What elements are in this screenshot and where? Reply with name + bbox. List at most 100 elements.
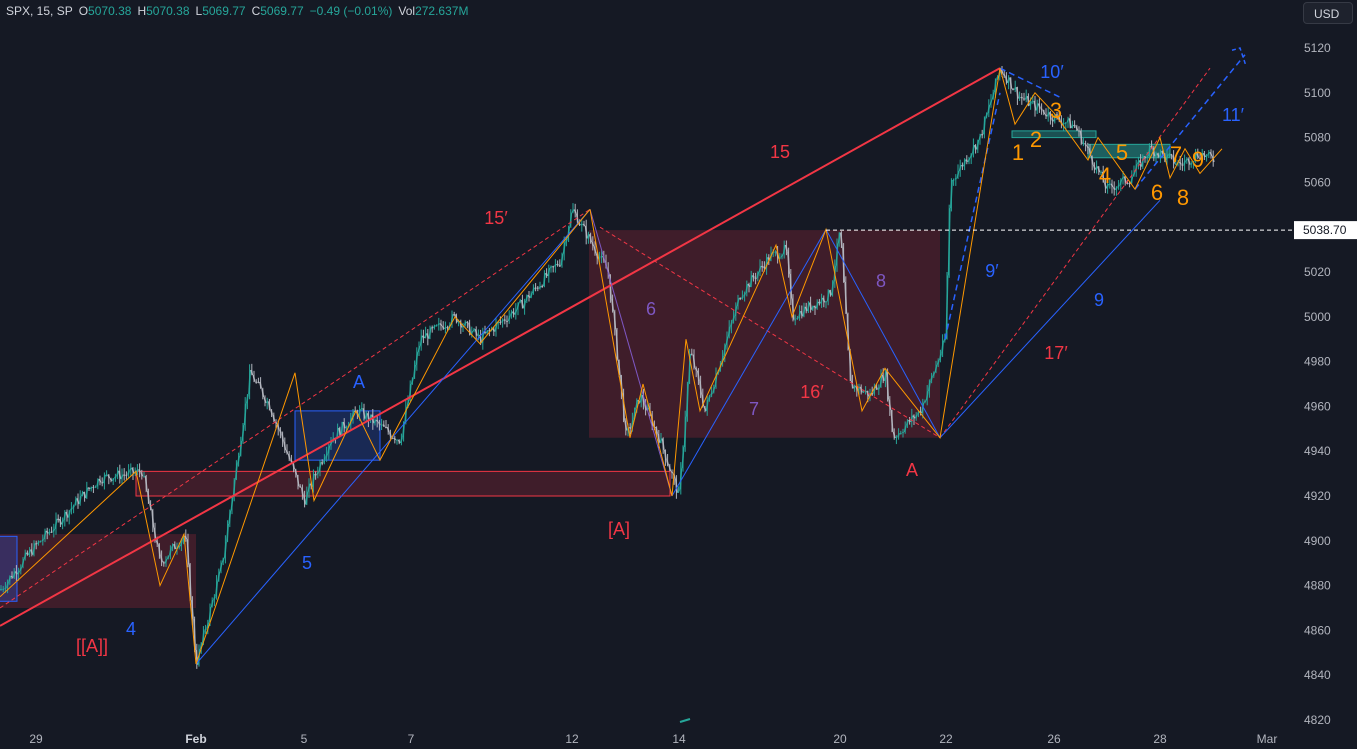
- candle-body: [802, 306, 806, 317]
- candle-body: [675, 478, 678, 493]
- candle-body: [0, 588, 3, 591]
- candle-body: [338, 427, 342, 436]
- candle-body: [1178, 161, 1182, 165]
- candle-body: [996, 75, 999, 79]
- price-axis[interactable]: 4820 4840 4860 4880 4900 4920 4940 4960 4980 5000…: [1294, 0, 1357, 749]
- candle-body: [545, 272, 548, 277]
- candle-body: [631, 419, 634, 428]
- candle-body: [774, 250, 777, 253]
- candle-body: [963, 159, 966, 167]
- time-axis[interactable]: 29 Feb 5 7 12 14 20 22 26 28 Mar: [0, 726, 1294, 749]
- candle-body: [804, 306, 808, 312]
- candle-body: [1093, 164, 1096, 170]
- candle-body: [798, 310, 801, 319]
- candle-body: [716, 371, 720, 375]
- candle-body: [809, 302, 812, 310]
- orange-zigzag-2[interactable]: [589, 68, 1001, 497]
- blue-line-2[interactable]: [671, 229, 827, 497]
- candle-body: [70, 507, 73, 511]
- candle-body: [74, 498, 78, 506]
- blue-dashed-projection[interactable]: [1134, 54, 1246, 190]
- candle-body: [1156, 153, 1160, 158]
- candle-body: [892, 431, 896, 439]
- candle-body: [934, 364, 938, 373]
- red-dashed-channel-1[interactable]: [0, 208, 591, 609]
- candle-body: [120, 474, 124, 480]
- candle-body: [98, 478, 102, 483]
- candle-body: [364, 413, 368, 419]
- time-tick-label: Feb: [185, 732, 206, 746]
- red-trendline[interactable]: [0, 67, 1001, 627]
- candle-body: [83, 491, 86, 499]
- wave-labels-layer: [[A]]45A15′15[A]6716′8A9′917′10′11′12345…: [76, 62, 1245, 656]
- candle-body: [444, 326, 447, 330]
- candle-body: [1066, 118, 1070, 123]
- candle-body: [281, 433, 284, 442]
- candle-body: [466, 321, 469, 324]
- candle-body: [151, 510, 155, 528]
- candle-body: [503, 318, 506, 322]
- candle-body: [732, 315, 735, 322]
- orange-zigzag-3[interactable]: [999, 68, 1223, 191]
- wave-label: [[A]]: [76, 636, 108, 656]
- price-tick-label: 4840: [1304, 668, 1331, 682]
- candle-body: [76, 498, 80, 505]
- candle-body: [239, 440, 243, 456]
- violet-line[interactable]: [589, 209, 673, 497]
- blue-dashed-9[interactable]: [944, 92, 1001, 340]
- candle-body: [252, 374, 256, 382]
- candle-body: [600, 255, 603, 258]
- candle-body: [1203, 152, 1206, 158]
- candle-body: [1020, 96, 1024, 99]
- blue-line-1[interactable]: [195, 208, 591, 665]
- candle-body: [323, 457, 326, 463]
- candle-body: [925, 391, 929, 401]
- red-dashed-channel-2[interactable]: [599, 226, 941, 439]
- blue-dashed-tip[interactable]: [1231, 47, 1247, 67]
- orange-zigzag-1[interactable]: [0, 208, 591, 665]
- candle-body: [160, 556, 163, 563]
- candle-body: [26, 552, 29, 556]
- time-tick-label: 5: [301, 732, 308, 746]
- candle-body: [415, 352, 419, 365]
- blue-line-3[interactable]: [825, 229, 941, 439]
- candle-body: [914, 414, 918, 419]
- wave-label: 8: [876, 271, 886, 291]
- candle-body: [237, 455, 240, 464]
- candle-body: [908, 419, 911, 423]
- candle-body: [710, 392, 713, 396]
- candle-body: [796, 317, 799, 320]
- candle-body: [1209, 151, 1213, 157]
- candle-body: [19, 566, 23, 571]
- blue-dashed-short[interactable]: [999, 67, 1061, 98]
- candle-body: [501, 319, 504, 323]
- candle-body: [35, 542, 38, 545]
- candle-body: [840, 232, 843, 248]
- candle-body: [173, 543, 177, 550]
- candle-body: [644, 404, 647, 411]
- wave-label: 9: [1192, 147, 1204, 172]
- drawings-layer[interactable]: [0, 47, 1294, 723]
- blue-line-4[interactable]: [939, 199, 1161, 439]
- candle-body: [1170, 153, 1173, 156]
- candle-body: [589, 234, 592, 243]
- candle-body: [694, 367, 698, 372]
- wave-label: 2: [1030, 127, 1042, 152]
- candle-body: [96, 478, 100, 487]
- candle-body: [749, 275, 753, 288]
- candle-body: [886, 371, 889, 400]
- candle-body: [155, 540, 159, 545]
- candle-body: [1145, 155, 1149, 159]
- candle-body: [386, 426, 390, 433]
- candle-body: [261, 388, 265, 398]
- currency-button[interactable]: USD: [1303, 2, 1353, 24]
- red-dashed-channel-3[interactable]: [939, 67, 1211, 439]
- candle-body: [727, 326, 731, 337]
- candle-body: [899, 432, 902, 435]
- candle-body: [48, 531, 51, 534]
- candle-body: [848, 349, 852, 382]
- candle-body: [268, 401, 271, 411]
- candle-body: [697, 370, 700, 382]
- candle-body: [65, 511, 69, 518]
